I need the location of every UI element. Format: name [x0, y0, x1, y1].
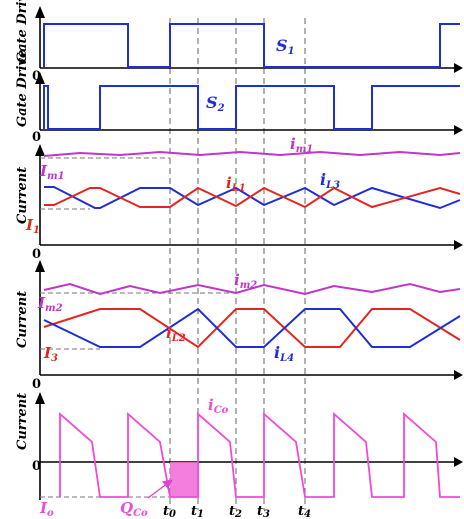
panel-gate-s1: 0 Gate Drive S1 — [15, 0, 463, 84]
io-label: Io — [39, 499, 54, 519]
t3-label: t3 — [257, 504, 270, 519]
il1-waveform — [44, 186, 461, 209]
im2-level-label: Im2 — [37, 294, 63, 314]
ico-label: iCo — [208, 396, 229, 416]
il4-waveform — [43, 307, 461, 348]
qco-pointer-arrow — [147, 479, 173, 499]
i1-level-label: I1 — [25, 216, 40, 236]
il4-label: iL4 — [274, 343, 294, 364]
qco-label: QCo — [120, 499, 148, 519]
il2-label: iL2 — [166, 324, 186, 344]
qco-shaded-area — [170, 462, 198, 497]
panel-current-3: 0 Current iCo Io QCo — [15, 392, 463, 519]
ico-waveform — [59, 412, 460, 498]
time-marker-lines — [169, 18, 306, 510]
im1-label: im1 — [290, 135, 313, 155]
current3-ylabel: Current — [15, 393, 30, 450]
current1-zero: 0 — [32, 247, 41, 262]
im2-label: im2 — [234, 271, 257, 291]
t2-label: t2 — [229, 504, 242, 519]
panel-current-2: 0 Current Im2 I3 iL2 iL4 im2 — [15, 260, 463, 392]
im2-waveform — [43, 282, 461, 296]
il3-label: iL3 — [320, 170, 340, 191]
il1-label: iL1 — [226, 174, 246, 194]
time-labels: t0 t1 t2 t3 t4 — [163, 504, 311, 519]
panel-gate-s2: 0 Gate Drive S2 — [15, 50, 463, 145]
current2-zero: 0 — [32, 377, 41, 392]
s2-label: S2 — [206, 93, 225, 114]
s1-waveform — [43, 23, 460, 68]
current1-ylabel: Current — [15, 167, 30, 224]
panel-current-1: 0 Current Im1 I1 iL1 iL3 im1 — [15, 135, 463, 262]
gate1-zero: 0 — [32, 69, 41, 84]
im1-level-label: Im1 — [39, 162, 65, 182]
s1-label: S1 — [276, 36, 295, 57]
gate1-ylabel: Gate Drive — [15, 0, 30, 63]
il2-waveform — [43, 308, 461, 349]
t4-label: t4 — [298, 504, 311, 519]
gate2-ylabel: Gate Drive — [15, 50, 30, 127]
t0-label: t0 — [163, 504, 176, 519]
i3-level-label: I3 — [43, 344, 58, 364]
t1-label: t1 — [191, 504, 204, 519]
gate2-zero: 0 — [32, 130, 41, 145]
s2-waveform — [43, 85, 460, 130]
current2-ylabel: Current — [15, 291, 30, 348]
current3-zero: 0 — [32, 459, 41, 474]
im1-waveform — [43, 150, 461, 157]
